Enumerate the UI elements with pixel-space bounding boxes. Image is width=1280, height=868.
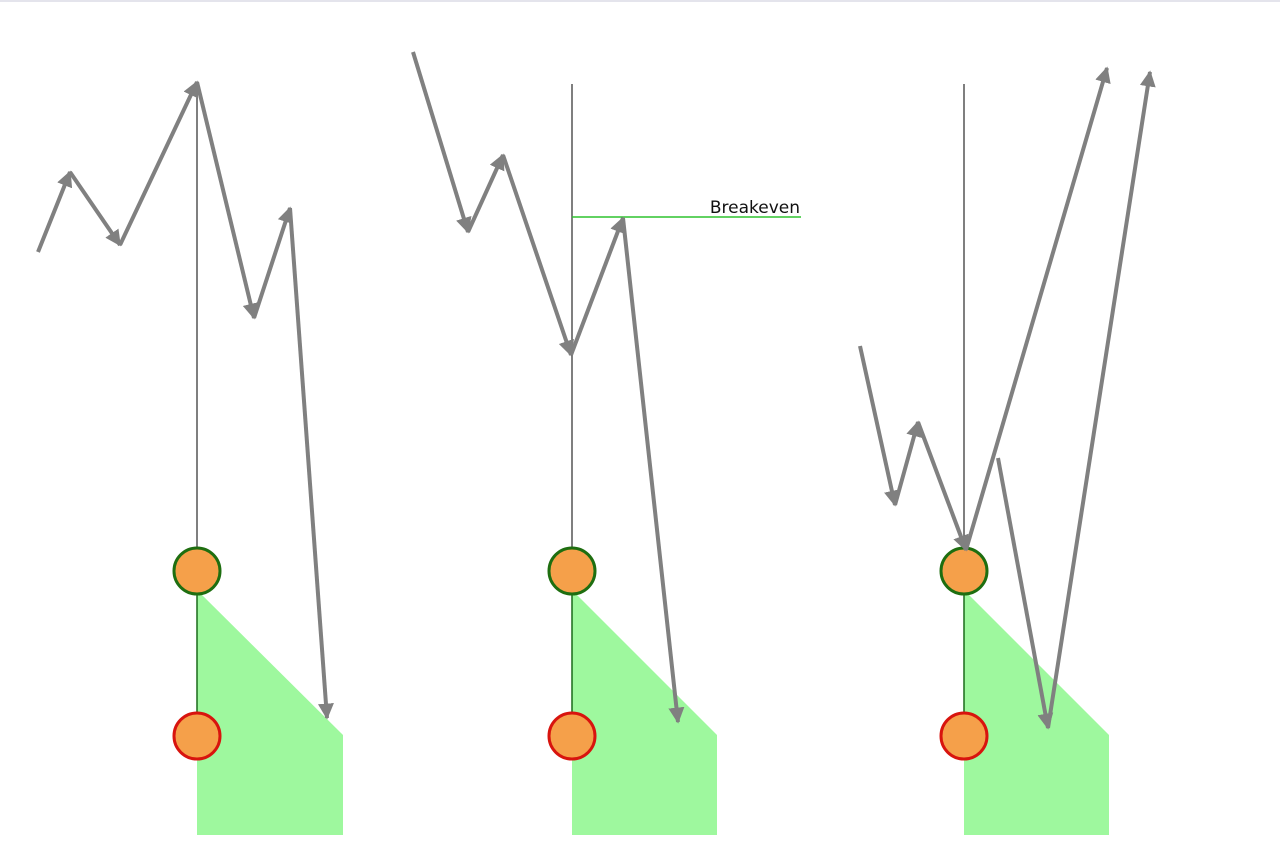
entry-point xyxy=(939,546,989,596)
panel-3 xyxy=(858,66,1156,835)
stop-point xyxy=(547,711,597,761)
profit-zone xyxy=(197,590,343,835)
breakeven-label: Breakeven xyxy=(710,198,800,218)
price-path xyxy=(36,80,334,720)
stop-point xyxy=(939,711,989,761)
panel-1 xyxy=(36,80,343,835)
price-path xyxy=(858,66,1156,730)
profit-zone xyxy=(572,590,717,835)
profit-zone xyxy=(964,590,1109,835)
panel-2: Breakeven xyxy=(411,51,801,835)
stop-point xyxy=(172,711,222,761)
entry-point xyxy=(547,546,597,596)
price-path xyxy=(411,51,685,724)
entry-point xyxy=(172,546,222,596)
